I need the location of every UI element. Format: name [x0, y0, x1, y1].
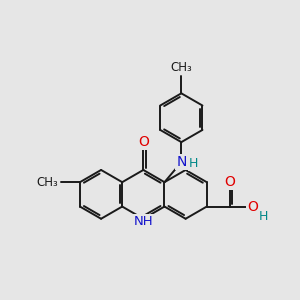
Text: N: N — [176, 155, 187, 169]
Text: O: O — [248, 200, 258, 214]
Text: O: O — [224, 175, 235, 189]
Text: O: O — [138, 135, 149, 149]
Text: CH₃: CH₃ — [170, 61, 192, 74]
Text: CH₃: CH₃ — [36, 176, 58, 189]
Text: H: H — [258, 210, 268, 223]
Text: NH: NH — [134, 215, 153, 228]
Text: H: H — [189, 158, 198, 170]
